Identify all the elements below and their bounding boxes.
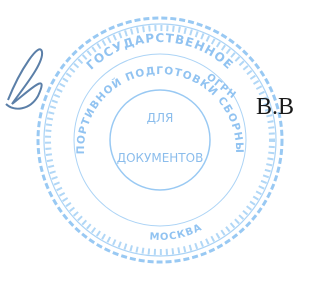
stamp-city-text: МОСКВА [149, 222, 204, 243]
stamp-center-border [110, 90, 210, 190]
stamp-center-line: ДОКУМЕНТОВ [117, 151, 204, 165]
signatory-name: В.В [256, 94, 294, 120]
document-fragment: ГОСУДАРСТВЕННОЕ СПОРТИВНОЙ ПОДГОТОВКИ СБ… [0, 0, 304, 301]
signature [6, 49, 42, 108]
stamp-outer-border [38, 18, 282, 262]
page: {"stamp": {"center": ["ДЛЯ", "ДОКУМЕНТОВ… [0, 0, 304, 301]
stamp: ГОСУДАРСТВЕННОЕ СПОРТИВНОЙ ПОДГОТОВКИ СБ… [0, 0, 282, 262]
stamp-city-path: МОСКВА [149, 222, 204, 243]
stamp-center-line: ДЛЯ [147, 111, 174, 125]
